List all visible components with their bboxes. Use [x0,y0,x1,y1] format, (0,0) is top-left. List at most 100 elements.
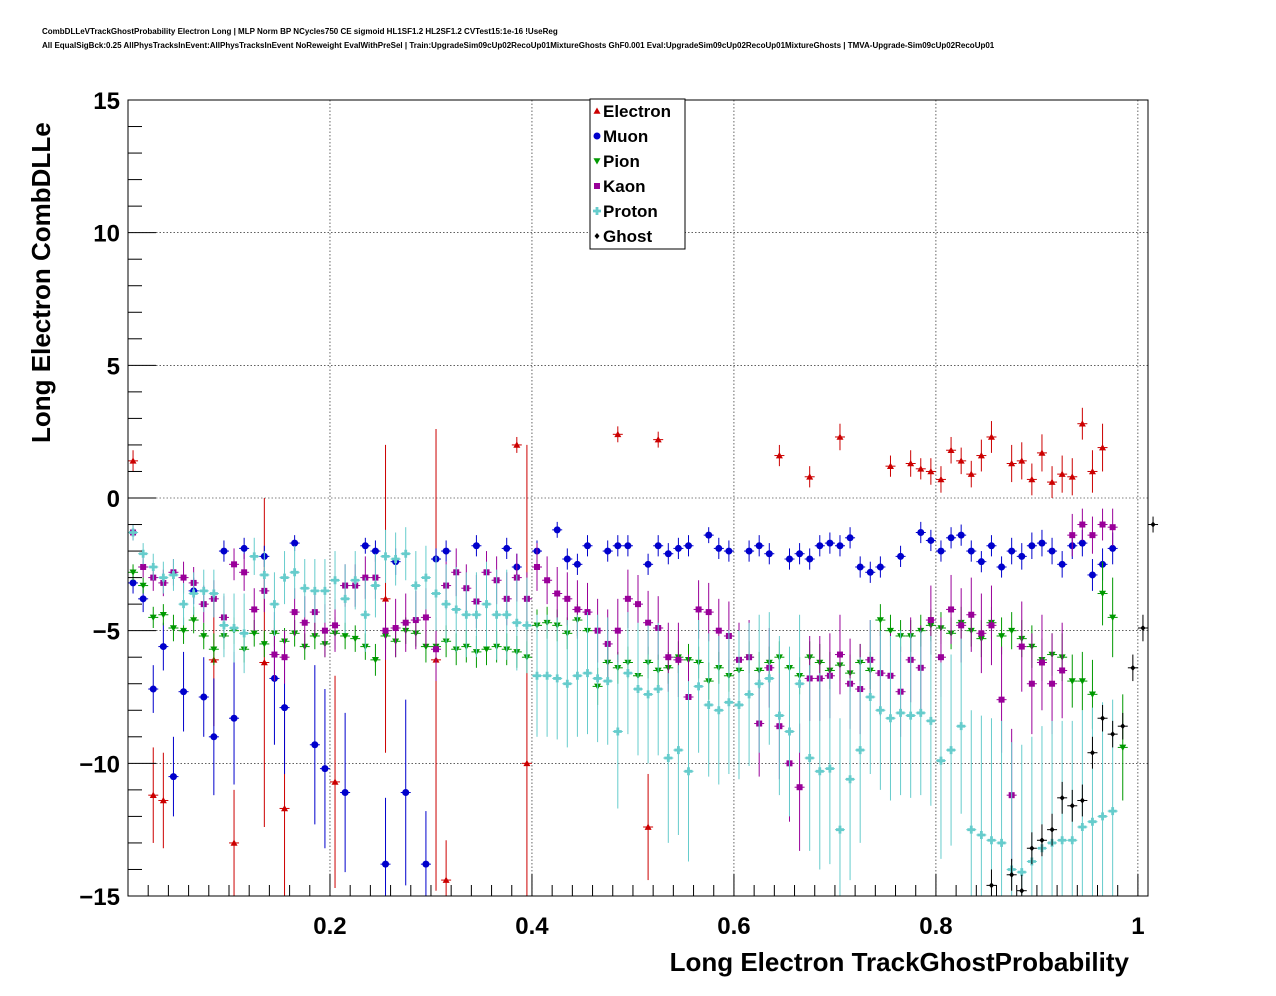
muon-point [1088,571,1096,579]
electron-point [927,467,935,475]
muon-point [169,773,177,781]
muon-point [674,544,682,552]
proton-point [1058,836,1067,845]
kaon-point [382,627,389,634]
proton-point [765,674,774,683]
ghost-point [1110,731,1116,738]
muon-point [1058,560,1066,568]
legend-label-electron: Electron [603,102,671,121]
muon-point [765,550,773,558]
proton-point [492,610,501,619]
proton-point [1078,823,1087,832]
kaon-point [554,590,561,597]
kaon-point [998,696,1005,703]
kaon-point [695,606,702,613]
muon-point [1018,552,1026,560]
x-tick-label: 0.6 [717,913,750,940]
proton-point [856,746,865,755]
ghost-point [1079,797,1085,804]
proton-point [987,836,996,845]
proton-point [977,830,986,839]
proton-point [189,589,198,598]
proton-point [876,706,885,715]
muon-point [654,542,662,550]
legend-marker-pion [593,158,601,165]
kaon-point [1089,532,1096,539]
electron-point [129,457,137,464]
muon-point [755,542,763,550]
muon-point [563,555,571,563]
proton-point [785,727,794,736]
electron-point [1008,460,1016,467]
muon-point [957,531,965,539]
legend-marker-proton [593,207,601,216]
ghost-point [1150,521,1156,528]
proton-point [482,600,491,609]
kaon-point [231,561,238,568]
kaon-point [968,611,975,618]
pion-point [351,635,359,643]
series-ghost [986,516,1159,896]
muon-point [1109,544,1117,552]
pion-point [129,569,137,576]
proton-point [694,682,703,691]
legend-label-proton: Proton [603,202,658,221]
kaon-point [948,606,955,613]
proton-point [734,700,743,709]
proton-point [1088,817,1097,826]
kaon-point [645,619,652,626]
proton-point [129,528,138,537]
kaon-point [715,627,722,634]
proton-point [866,693,875,701]
kaon-point [271,651,278,658]
kaon-point [1059,667,1066,674]
pion-point [1119,744,1127,751]
muon-point [341,789,349,797]
muon-point [604,547,612,555]
electron-point [987,433,995,440]
proton-point [300,584,309,593]
muon-point [442,547,450,555]
pion-point [1068,678,1076,685]
electron-point [1099,444,1107,451]
muon-point [553,526,561,534]
proton-point [704,700,713,709]
y-tick-label: 15 [93,88,120,115]
kaon-point [180,574,187,581]
proton-point [320,586,329,595]
kaon-point [1018,643,1025,650]
muon-point [715,544,723,552]
electron-point [1068,473,1076,480]
muon-point [725,547,733,555]
ghost-point [1029,845,1035,852]
proton-point [543,671,552,680]
proton-point [1098,812,1107,821]
kaon-point [927,617,934,624]
proton-point [936,756,945,765]
proton-point [815,767,824,776]
proton-point [563,679,572,688]
proton-point [926,716,935,725]
electron-point [947,446,955,454]
kaon-point [958,622,965,629]
proton-point [290,568,299,577]
pion-point [1109,614,1117,621]
electron-point [331,778,339,785]
muon-point [927,536,935,544]
kaon-point [140,563,147,570]
proton-point [654,685,663,694]
proton-point [533,671,542,680]
pion-point [311,633,319,640]
proton-point [684,767,693,776]
proton-point [159,573,168,582]
kaon-point [624,595,631,602]
electron-point [442,876,450,883]
electron-point [1038,449,1046,456]
proton-point [240,629,249,638]
proton-point [381,552,390,561]
muon-point [856,563,864,571]
proton-point [310,586,319,595]
legend-label-muon: Muon [603,127,648,146]
muon-point [291,539,299,547]
muon-point [402,789,410,797]
